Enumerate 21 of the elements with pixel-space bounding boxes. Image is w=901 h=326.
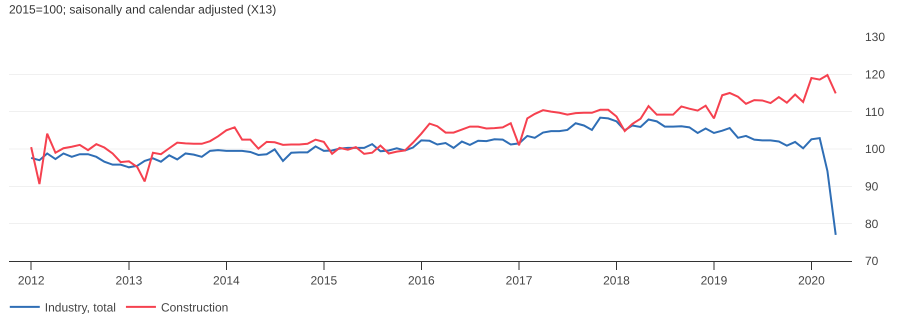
- y-tick-label: 100: [865, 142, 886, 156]
- line-series: [30, 116, 837, 236]
- legend-label: Industry, total: [44, 300, 116, 315]
- x-tick-label: 2013: [116, 273, 143, 288]
- x-tick-label: 2014: [213, 273, 240, 288]
- y-tick-label: 130: [865, 30, 886, 44]
- x-tick-label: 2020: [798, 273, 826, 288]
- y-tick-label: 110: [865, 104, 884, 119]
- legend-label: Construction: [160, 300, 228, 315]
- line-series: [30, 74, 837, 186]
- y-tick-label: 120: [865, 68, 886, 82]
- y-tick-label: 70: [865, 254, 879, 268]
- y-tick-label: 80: [865, 216, 879, 231]
- x-tick-label: 2012: [18, 273, 45, 288]
- y-tick-label: 90: [865, 180, 879, 194]
- chart-title: 2015=100; saisonally and calendar adjusted (X13): [9, 2, 276, 16]
- x-tick-label: 2016: [408, 273, 435, 288]
- x-tick-label: 2015: [310, 273, 338, 288]
- x-tick-label: 2017: [506, 273, 533, 288]
- x-tick-label: 2018: [603, 273, 630, 288]
- x-tick-label: 2019: [700, 273, 728, 288]
